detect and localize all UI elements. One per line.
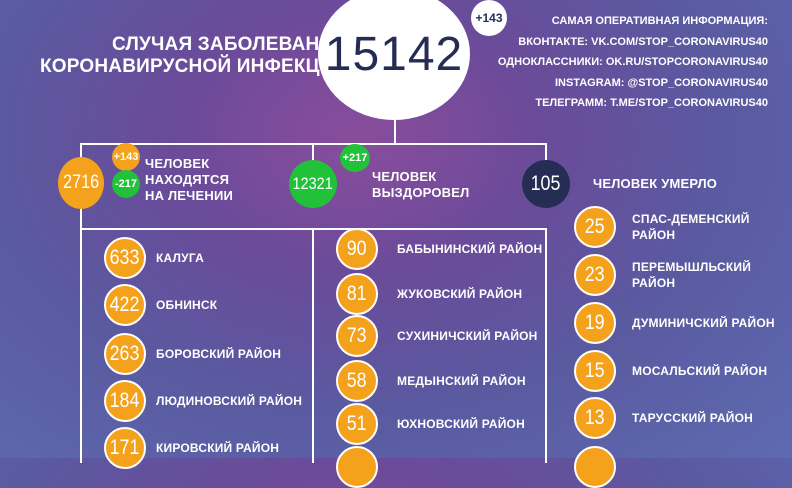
connector xyxy=(394,120,396,144)
district-count: 171 xyxy=(110,436,140,459)
district-count-circle: 15 xyxy=(574,350,616,392)
district-name: ДУМИНИЧСКИЙ РАЙОН xyxy=(632,316,775,330)
district-count-circle: 19 xyxy=(574,302,616,344)
treatment-plus-badge: +143 xyxy=(112,143,140,171)
district-count-circle xyxy=(336,446,378,488)
district-count: 58 xyxy=(347,369,367,392)
district-count: 184 xyxy=(110,389,140,412)
district-count: 90 xyxy=(347,237,367,260)
total-cases-value: 15142 xyxy=(324,27,464,81)
treatment-circle: 2716 xyxy=(58,157,104,209)
info-telegram[interactable]: ТЕЛЕГРАММ: T.ME/STOP_CORONAVIRUS40 xyxy=(535,97,768,109)
district-count: 81 xyxy=(347,282,367,305)
district-count: 73 xyxy=(347,324,367,347)
district-count-circle: 51 xyxy=(336,403,378,445)
info-vk[interactable]: ВКОНТАКТЕ: VK.COM/STOP_CORONAVIRUS40 xyxy=(518,35,768,48)
connector xyxy=(312,228,314,463)
district-name: ЛЮДИНОВСКИЙ РАЙОН xyxy=(156,394,303,408)
district-count: 13 xyxy=(585,406,605,429)
died-label: ЧЕЛОВЕК УМЕРЛО xyxy=(593,176,718,191)
district-count-circle: 184 xyxy=(104,380,146,422)
district-name: МЕДЫНСКИЙ РАЙОН xyxy=(397,374,526,388)
total-cases-circle: 15142 xyxy=(318,0,470,120)
district-count-circle: 13 xyxy=(574,397,616,439)
connector xyxy=(312,143,314,163)
title-line-1: СЛУЧАЯ ЗАБОЛЕВАНИЯ xyxy=(112,34,348,55)
recovered-plus-badge: +217 xyxy=(340,144,370,172)
died-circle: 105 xyxy=(522,160,570,208)
district-count: 263 xyxy=(110,342,140,365)
district-count-circle: 171 xyxy=(104,427,146,469)
district-name: ЖУКОВСКИЙ РАЙОН xyxy=(397,287,523,301)
treatment-value: 2716 xyxy=(63,172,99,193)
district-count-circle: 23 xyxy=(574,254,616,296)
district-count-circle: 422 xyxy=(104,284,146,326)
info-instagram[interactable]: INSTAGRAM: @STOP_CORONAVIRUS40 xyxy=(554,76,768,89)
district-count-circle xyxy=(574,446,616,488)
district-name: ТАРУССКИЙ РАЙОН xyxy=(632,411,754,425)
district-count: 633 xyxy=(110,246,140,269)
district-count-circle: 25 xyxy=(574,206,616,248)
district-name: КАЛУГА xyxy=(156,251,204,265)
district-name: БАБЫНИНСКИЙ РАЙОН xyxy=(397,242,543,256)
info-block: САМАЯ ОПЕРАТИВНАЯ ИНФОРМАЦИЯ: ВКОНТАКТЕ:… xyxy=(498,11,768,114)
district-count-circle: 633 xyxy=(104,237,146,279)
connector xyxy=(545,143,547,163)
district-count-circle: 58 xyxy=(336,360,378,402)
connector xyxy=(80,143,82,463)
district-count-circle: 263 xyxy=(104,333,146,375)
district-name: СУХИНИЧСКИЙ РАЙОН xyxy=(397,329,538,343)
info-ok[interactable]: ОДНОКЛАССНИКИ: OK.RU/STOPCORONAVIRUS40 xyxy=(497,56,768,68)
district-count: 15 xyxy=(585,359,605,382)
district-count-circle: 90 xyxy=(336,228,378,270)
district-count: 23 xyxy=(585,263,605,286)
district-name: ОБНИНСК xyxy=(156,298,218,312)
district-count: 19 xyxy=(585,311,605,334)
total-delta-badge: +143 xyxy=(471,0,507,36)
district-name: ЮХНОВСКИЙ РАЙОН xyxy=(397,417,525,431)
recovered-label: ЧЕЛОВЕК ВЫЗДОРОВЕЛ xyxy=(372,169,470,200)
district-count: 51 xyxy=(347,412,367,435)
recovered-circle: 12321 xyxy=(289,160,337,208)
title-line-2: КОРОНАВИРУСНОЙ ИНФЕКЦИЕЙ xyxy=(40,56,361,77)
district-name: БОРОВСКИЙ РАЙОН xyxy=(156,347,282,361)
connector xyxy=(545,228,547,463)
recovered-value: 12321 xyxy=(292,174,334,193)
info-heading: САМАЯ ОПЕРАТИВНАЯ ИНФОРМАЦИЯ: xyxy=(551,15,768,27)
district-name: МОСАЛЬСКИЙ РАЙОН xyxy=(632,364,768,378)
district-name: КИРОВСКИЙ РАЙОН xyxy=(156,441,280,455)
district-count: 25 xyxy=(585,215,605,238)
treatment-label: ЧЕЛОВЕК НАХОДЯТСЯ НА ЛЕЧЕНИИ xyxy=(145,156,234,203)
district-count: 422 xyxy=(110,293,140,316)
district-name: СПАС-ДЕМЕНСКИЙ РАЙОН xyxy=(632,212,750,242)
district-count-circle: 81 xyxy=(336,273,378,315)
died-value: 105 xyxy=(531,172,561,195)
treatment-minus-badge: -217 xyxy=(112,170,140,198)
district-count-circle: 73 xyxy=(336,315,378,357)
district-name: ПЕРЕМЫШЛЬСКИЙ РАЙОН xyxy=(632,260,752,290)
